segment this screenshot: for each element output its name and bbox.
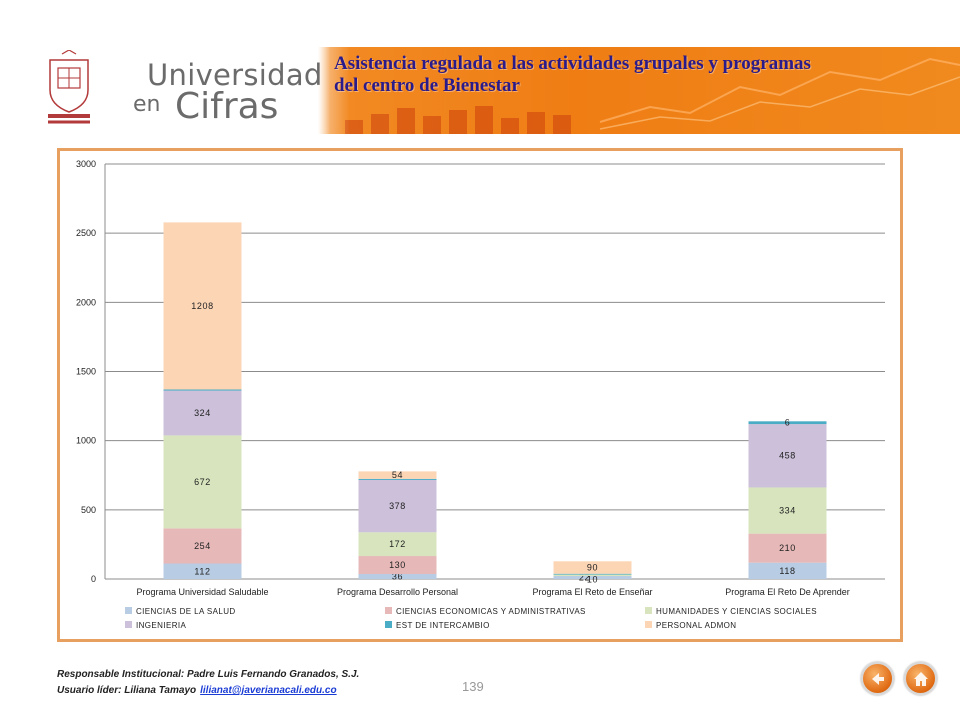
legend-swatch — [125, 621, 132, 628]
bar-segment — [358, 556, 437, 575]
data-label: 112 — [194, 566, 210, 576]
bar-segment — [163, 528, 242, 564]
legend-label: HUMANIDADES Y CIENCIAS SOCIALES — [656, 607, 817, 616]
back-arrow-icon — [872, 673, 884, 685]
banner-decoration — [599, 57, 960, 130]
bar-segment — [553, 561, 632, 574]
brand-line-1: Universidad — [147, 58, 323, 92]
y-tick-label: 2500 — [76, 228, 96, 238]
data-label: 210 — [779, 543, 796, 553]
bar-segment — [553, 575, 632, 579]
bar-segment — [553, 573, 632, 575]
footer-usuario: Usuario líder: Liliana Tamayo lilianat@ja… — [57, 685, 337, 696]
legend-swatch — [385, 621, 392, 628]
bar-segment — [163, 435, 242, 529]
page-title-line-2: del centro de Bienestar — [334, 75, 520, 96]
data-label: 54 — [392, 470, 403, 480]
stacked-bar-chart: 0 500 1000 1500 2000 2500 3000 112 254 672 324 1208… — [76, 159, 885, 630]
data-label: 6 — [785, 417, 791, 427]
banner-decoration — [345, 104, 575, 134]
data-label: 10 — [587, 575, 598, 585]
bar-segment — [553, 574, 632, 576]
bar-segment — [163, 390, 242, 436]
back-button[interactable] — [861, 662, 894, 695]
y-tick-label: 1000 — [76, 436, 96, 446]
y-tick-label: 1500 — [76, 367, 96, 377]
data-label: 172 — [389, 539, 406, 549]
legend-label: PERSONAL ADMON — [656, 621, 736, 630]
y-tick-label: 500 — [81, 505, 96, 515]
home-button[interactable] — [904, 662, 937, 695]
footer-usuario-label: Usuario líder: Liliana Tamayo — [57, 685, 197, 696]
data-label: 334 — [779, 506, 796, 516]
bar-segment — [358, 532, 437, 557]
page-title-line-1: Asistencia regulada a las actividades gr… — [334, 53, 811, 74]
header-banner — [0, 47, 960, 134]
data-label: 324 — [194, 408, 211, 418]
chart-frame: 0 500 1000 1500 2000 2500 3000 112 254 672 324 1208… — [57, 148, 903, 642]
legend-swatch — [645, 607, 652, 614]
brand-line-2b: Cifras — [175, 86, 279, 127]
data-label: 22 — [579, 572, 590, 582]
bar-segment — [748, 487, 827, 534]
x-tick-label: Programa Universidad Saludable — [136, 587, 268, 597]
home-icon — [914, 672, 928, 686]
bar-segment — [358, 478, 437, 480]
bar-segment — [358, 471, 437, 479]
x-tick-label: Programa Desarrollo Personal — [337, 587, 458, 597]
legend-swatch — [645, 621, 652, 628]
data-label: 378 — [389, 501, 406, 511]
y-tick-label: 3000 — [76, 159, 96, 169]
bar-segment — [748, 533, 827, 563]
bar-segment — [163, 563, 242, 579]
data-label: 118 — [779, 566, 795, 576]
data-label: 36 — [392, 572, 403, 582]
footer-email-link[interactable]: lilianat@javerianacali.edu.co — [200, 685, 337, 696]
legend-swatch — [125, 607, 132, 614]
bar-segment — [358, 574, 437, 579]
bar-segment — [163, 222, 242, 390]
x-tick-label: Programa El Reto de Enseñar — [532, 587, 652, 597]
university-crest-icon — [48, 50, 90, 124]
y-tick-label: 0 — [91, 574, 96, 584]
data-label: 672 — [194, 477, 211, 487]
bar-segment — [358, 479, 437, 533]
bar-segment — [748, 562, 827, 579]
legend-swatch — [385, 607, 392, 614]
page-title: Asistencia regulada a las actividades gr… — [334, 53, 934, 97]
footer-responsable: Responsable Institucional: Padre Luis Fe… — [57, 669, 360, 680]
data-label: 254 — [194, 541, 211, 551]
data-label: 458 — [779, 451, 796, 461]
legend-label: CIENCIAS ECONOMICAS Y ADMINISTRATIVAS — [396, 607, 586, 616]
bar-segment — [748, 424, 827, 488]
brand-line-2a: en — [133, 92, 161, 117]
bar-segment — [748, 421, 827, 425]
bar-segment — [163, 389, 242, 391]
x-tick-label: Programa El Reto De Aprender — [725, 587, 850, 597]
data-label: 90 — [587, 562, 598, 572]
legend-label: EST DE INTERCAMBIO — [396, 621, 490, 630]
data-label: 130 — [389, 560, 406, 570]
legend-label: INGENIERIA — [136, 621, 186, 630]
legend-label: CIENCIAS DE LA SALUD — [136, 607, 236, 616]
y-tick-label: 2000 — [76, 297, 96, 307]
page-number: 139 — [462, 679, 484, 694]
data-label: 1208 — [191, 301, 213, 311]
